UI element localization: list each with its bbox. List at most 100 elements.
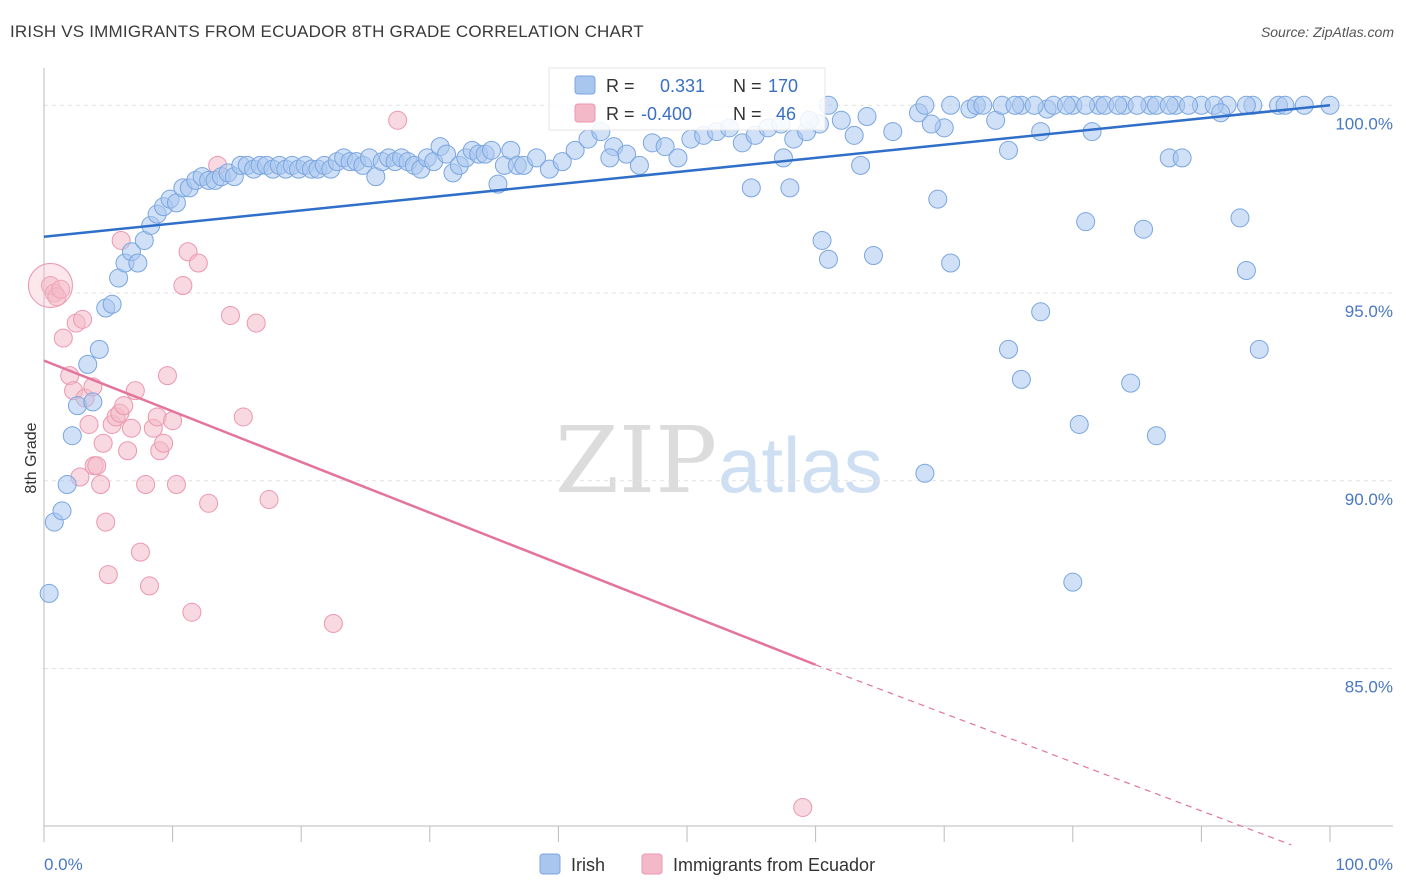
legend-swatch-irish [574,75,596,95]
ecuador-point [51,279,71,299]
irish-point [668,148,688,168]
legend-r-value-irish: 0.331 [660,76,705,96]
irish-point [565,140,585,160]
irish-point [863,245,883,265]
irish-point [999,339,1018,359]
ecuador-point [130,542,150,562]
irish-point [482,140,502,160]
irish-point [1294,95,1314,115]
ecuador-point [93,433,113,453]
bottom-legend-ecuador: Immigrants from Ecuador [673,855,875,875]
irish-point [1056,95,1076,115]
axes [43,68,1393,827]
legend-n-label-ecuador: N = [733,104,762,124]
x-ticks [43,826,1331,842]
irish-point [78,354,98,374]
ecuador-point [246,313,266,333]
ecuador-point [259,490,279,510]
legend-n-value-ecuador: 46 [776,104,796,124]
irish-point [89,339,109,359]
y-tick-label-85: 85.0% [1345,678,1393,697]
irish-point [62,426,82,446]
irish-point [83,392,103,412]
irish-point [52,501,72,521]
irish-point [941,253,961,273]
grid-lines [44,104,1393,670]
irish-point [1127,95,1147,115]
irish-point [973,95,993,115]
ecuador-point [182,602,202,622]
ecuador-trendline [43,359,817,666]
ecuador-point [154,433,174,453]
ecuador-point [220,306,240,326]
ecuador-point [173,276,193,296]
irish-point [1236,261,1256,280]
irish-point [1011,369,1031,389]
y-tick-label-100: 100.0% [1335,114,1393,133]
irish-point [1179,95,1199,115]
ecuador-point [793,797,813,817]
ecuador-points [27,110,813,817]
irish-point [552,152,572,172]
y-tick-label-90: 90.0% [1345,490,1393,509]
ecuador-point [96,512,116,532]
irish-point [1172,148,1192,168]
correlation-legend: R = 0.331 N = 170 R = -0.400 N = 46 [548,67,826,131]
ecuador-point [136,475,156,495]
irish-point [1082,122,1102,142]
irish-point [1249,339,1269,359]
irish-point [57,475,77,495]
ecuador-point [98,565,118,585]
irish-point [1146,426,1166,446]
irish-point [1108,95,1128,115]
ecuador-point [118,441,138,461]
y-tick-labels: 85.0% 90.0% 95.0% 100.0% [1335,114,1393,696]
ecuador-point [199,493,219,513]
y-axis-label: 8th Grade [23,422,40,493]
irish-point [773,148,793,168]
irish-point [1031,302,1051,322]
irish-point [844,125,864,145]
legend-r-label-ecuador: R = [606,104,635,124]
irish-point [1159,95,1179,115]
ecuador-point [114,396,134,416]
irish-point [941,95,961,115]
irish-point [655,137,675,157]
series-legend: Irish Immigrants from Ecuador [539,853,875,875]
irish-point [883,122,903,142]
x-tick-label-max: 100.0% [1335,855,1393,874]
irish-point [812,230,832,250]
x-tick-label-min: 0.0% [44,855,83,874]
irish-point [857,107,877,127]
irish-point [915,463,935,483]
ecuador-point [53,328,73,348]
irish-point [1230,208,1250,228]
ecuador-point [157,366,177,386]
ecuador-point [79,414,99,434]
legend-r-label-irish: R = [606,76,635,96]
irish-point [102,294,122,314]
irish-point [915,95,935,115]
irish-point [741,178,761,198]
bottom-legend-irish: Irish [571,855,605,875]
ecuador-point [139,576,159,596]
legend-swatch-ecuador [574,103,596,123]
bottom-legend-swatch-irish [539,853,561,875]
legend-n-value-irish: 170 [768,76,798,96]
irish-point [39,583,59,603]
irish-point [928,189,948,209]
irish-point [1211,103,1231,123]
irish-point [1005,95,1025,115]
irish-point [1063,572,1083,592]
irish-point [600,148,620,168]
ecuador-point [91,475,111,495]
irish-point [851,155,871,175]
ecuador-point [166,475,186,495]
legend-r-value-ecuador: -0.400 [641,104,692,124]
bottom-legend-swatch-ecuador [641,853,663,875]
irish-point [1076,212,1096,232]
watermark-zip: ZIP [555,407,717,514]
irish-point [629,155,649,175]
irish-points [39,95,1340,603]
